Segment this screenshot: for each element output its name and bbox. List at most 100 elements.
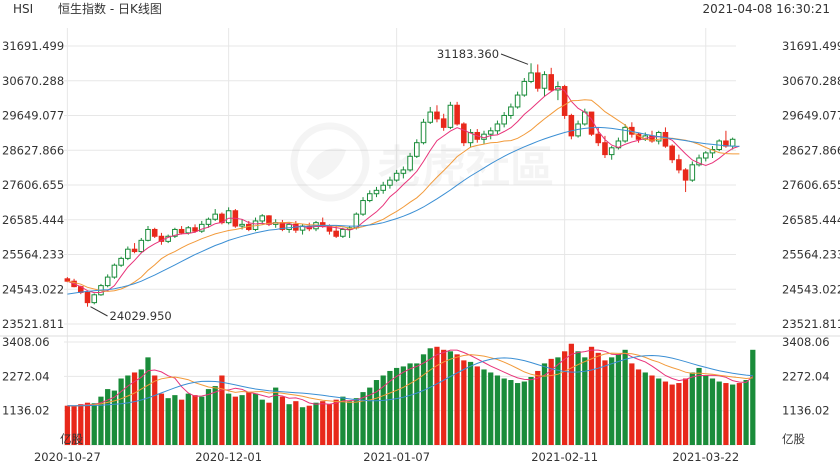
volume-bar-down	[562, 351, 568, 445]
price-tick-label-left: 30670.288	[2, 74, 64, 88]
volume-bar-down	[293, 401, 299, 445]
price-axis-right: 31691.499 30670.288 29649.077 28627.866 2760…	[782, 39, 840, 331]
volume-bar-up	[145, 357, 151, 445]
volume-bar-up	[138, 369, 144, 445]
candle-up	[360, 200, 366, 215]
volume-bar-down	[246, 392, 252, 445]
candle-down	[440, 118, 447, 128]
volume-bar-up	[165, 398, 171, 445]
price-tick-label-left: 25564.233	[2, 248, 64, 262]
volume-tick-label-left: 1136.02	[2, 404, 50, 418]
volume-bar-up	[420, 354, 427, 445]
volume-bar-down	[279, 396, 286, 445]
volume-unit-left: 亿股	[60, 432, 83, 446]
volume-bar-up	[400, 366, 406, 445]
candle-up	[198, 223, 205, 232]
volume-pane	[64, 343, 756, 445]
candle-down	[595, 133, 602, 144]
volume-bar-up	[609, 357, 615, 445]
volume-bar-up	[259, 399, 265, 445]
x-tick-label: 2020-12-01	[195, 450, 262, 464]
watermark-text: 老虎社區	[378, 142, 554, 193]
header-subtitle: 恒生指数 - 日K线图	[58, 1, 162, 16]
volume-bar-up	[367, 387, 373, 445]
candle-down	[682, 169, 689, 181]
candle-down	[588, 111, 595, 135]
candle-up	[407, 155, 413, 171]
x-tick-label: 2021-02-11	[531, 450, 598, 464]
volume-bar-down	[326, 404, 333, 445]
high-annotation-leader	[500, 53, 529, 65]
candle-up	[387, 179, 393, 186]
volume-bar-up	[226, 393, 232, 445]
volume-bar-up	[387, 370, 393, 445]
price-tick-label-left: 23521.811	[2, 317, 64, 331]
candle-up	[239, 223, 245, 227]
volume-bar-up	[709, 378, 716, 445]
candle-down	[178, 228, 185, 234]
volume-bar-down	[568, 343, 574, 445]
candle-up	[118, 257, 124, 266]
volume-bar-up	[622, 349, 628, 445]
volume-bar-down	[158, 393, 165, 445]
volume-bar-down	[635, 369, 642, 445]
candle-up	[125, 248, 131, 259]
volume-bar-down	[219, 375, 225, 445]
candle-up	[373, 189, 380, 195]
candle-up	[487, 130, 494, 135]
volume-bar-down	[441, 349, 447, 445]
candle-up	[494, 123, 501, 132]
volume-bar-up	[239, 395, 245, 445]
candle-down	[319, 222, 326, 227]
price-tick-label-left: 29649.077	[2, 109, 64, 123]
volume-bar-up	[286, 404, 292, 445]
candle-down	[454, 104, 460, 125]
volume-bar-down	[461, 360, 467, 445]
volume-bar-up	[521, 381, 527, 445]
volume-unit-right: 亿股	[782, 432, 805, 446]
volume-bar-up	[353, 398, 359, 445]
candle-down	[131, 248, 138, 253]
candle-up	[514, 94, 521, 108]
candle-down	[64, 278, 71, 282]
volume-bar-up	[696, 367, 702, 445]
x-tick-label: 2021-03-22	[672, 450, 739, 464]
candle-up	[528, 72, 534, 82]
candle-up	[259, 215, 266, 222]
candle-down	[192, 227, 198, 232]
volume-bar-down	[649, 375, 655, 445]
price-ma5-line	[67, 87, 740, 294]
candle-up	[400, 169, 407, 174]
volume-bar-up	[105, 389, 111, 445]
volume-bar-up	[514, 383, 521, 445]
volume-bar-down	[178, 399, 185, 445]
price-tick-label-left: 27606.655	[2, 178, 64, 192]
price-tick-label-right: 27606.655	[782, 178, 840, 192]
candle-up	[420, 121, 427, 144]
candle-up	[696, 157, 702, 166]
candle-up	[145, 228, 151, 241]
candle-up	[225, 210, 232, 224]
candle-down	[84, 291, 91, 304]
high-annotation-label: 31183.360	[437, 47, 499, 61]
volume-bar-up	[716, 381, 722, 445]
volume-bar-down	[78, 404, 84, 445]
volume-bar-up	[447, 351, 454, 445]
volume-bar-up	[730, 384, 736, 445]
volume-bar-up	[541, 363, 548, 445]
volume-bar-up	[582, 357, 588, 445]
volume-bar-up	[380, 375, 386, 445]
volume-bar-up	[273, 387, 279, 445]
price-tick-label-right: 26585.444	[782, 213, 840, 227]
volume-bar-down	[64, 405, 70, 445]
price-tick-label-right: 30670.288	[782, 74, 840, 88]
volume-bar-up	[689, 372, 695, 445]
candle-up	[91, 294, 98, 304]
volume-bar-up	[555, 357, 561, 445]
price-tick-label-right: 24543.022	[782, 282, 840, 296]
candle-up	[622, 126, 628, 142]
candle-up	[414, 142, 420, 157]
volume-bar-up	[172, 395, 178, 445]
